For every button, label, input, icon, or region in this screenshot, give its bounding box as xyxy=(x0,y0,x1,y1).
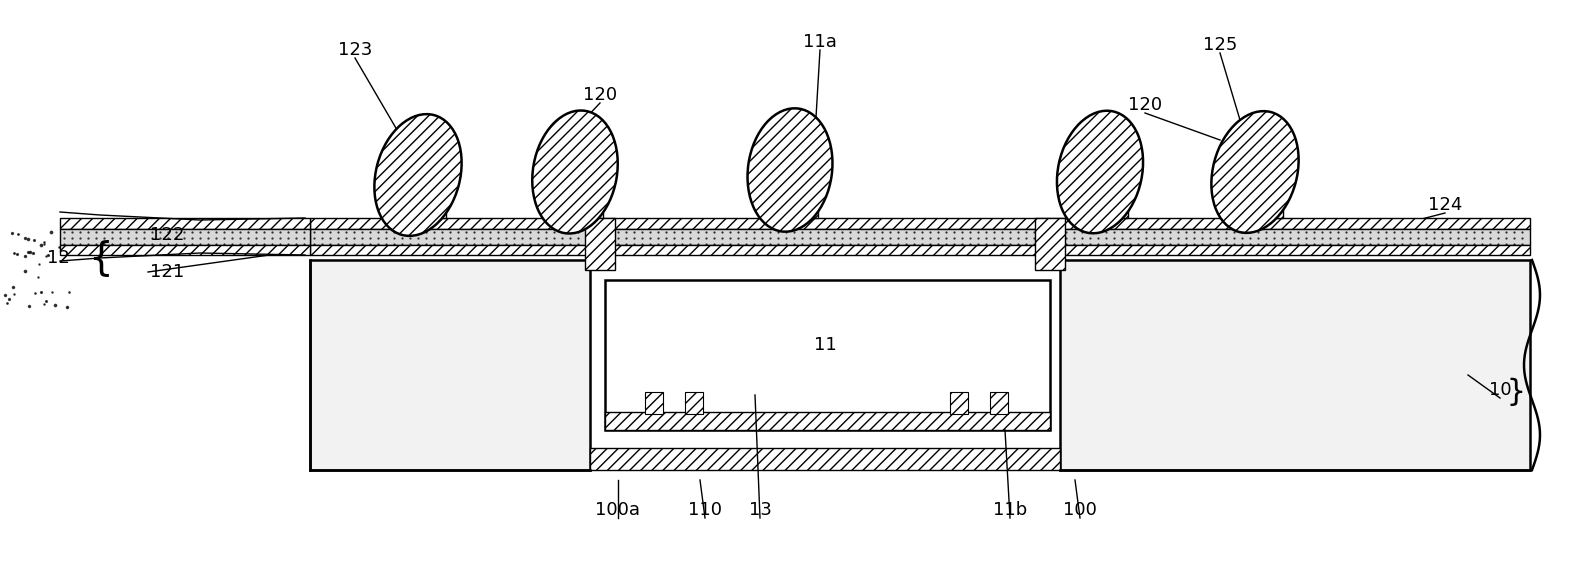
Bar xyxy=(391,206,446,218)
Ellipse shape xyxy=(1211,111,1299,233)
Text: 121: 121 xyxy=(150,263,185,281)
Bar xyxy=(547,206,603,218)
Text: 110: 110 xyxy=(689,501,722,519)
Bar xyxy=(585,218,615,270)
Bar xyxy=(606,412,1050,430)
Bar xyxy=(1227,206,1283,218)
Bar xyxy=(1073,206,1129,218)
Ellipse shape xyxy=(1057,111,1143,233)
Ellipse shape xyxy=(532,110,618,234)
Text: 11a: 11a xyxy=(803,33,837,51)
Bar xyxy=(606,280,1050,430)
Text: 125: 125 xyxy=(1203,36,1237,54)
Text: 122: 122 xyxy=(150,226,185,244)
Bar xyxy=(762,206,818,218)
Bar xyxy=(309,229,1530,245)
Text: 12: 12 xyxy=(46,249,70,267)
Text: 11b: 11b xyxy=(993,501,1027,519)
Ellipse shape xyxy=(375,114,462,236)
Bar xyxy=(61,245,309,255)
Bar xyxy=(590,448,1060,470)
Bar xyxy=(61,229,309,245)
Text: 100a: 100a xyxy=(596,501,641,519)
Text: 123: 123 xyxy=(338,41,371,59)
Bar xyxy=(1060,260,1530,470)
Bar xyxy=(685,392,703,414)
Text: 120: 120 xyxy=(583,86,617,104)
Bar xyxy=(61,218,309,229)
Ellipse shape xyxy=(748,109,832,232)
Bar xyxy=(309,245,1530,255)
Text: 124: 124 xyxy=(1428,196,1462,214)
Bar xyxy=(646,392,663,414)
Text: 13: 13 xyxy=(749,501,771,519)
Bar xyxy=(990,392,1007,414)
Text: {: { xyxy=(88,239,112,277)
Bar xyxy=(1035,218,1065,270)
Text: {: { xyxy=(1500,376,1519,404)
Text: 120: 120 xyxy=(1129,96,1162,114)
Bar xyxy=(950,392,968,414)
Text: 10: 10 xyxy=(1489,381,1511,399)
Text: 11: 11 xyxy=(813,336,837,354)
Bar xyxy=(309,260,590,470)
Text: 100: 100 xyxy=(1063,501,1097,519)
Bar xyxy=(309,218,1530,229)
